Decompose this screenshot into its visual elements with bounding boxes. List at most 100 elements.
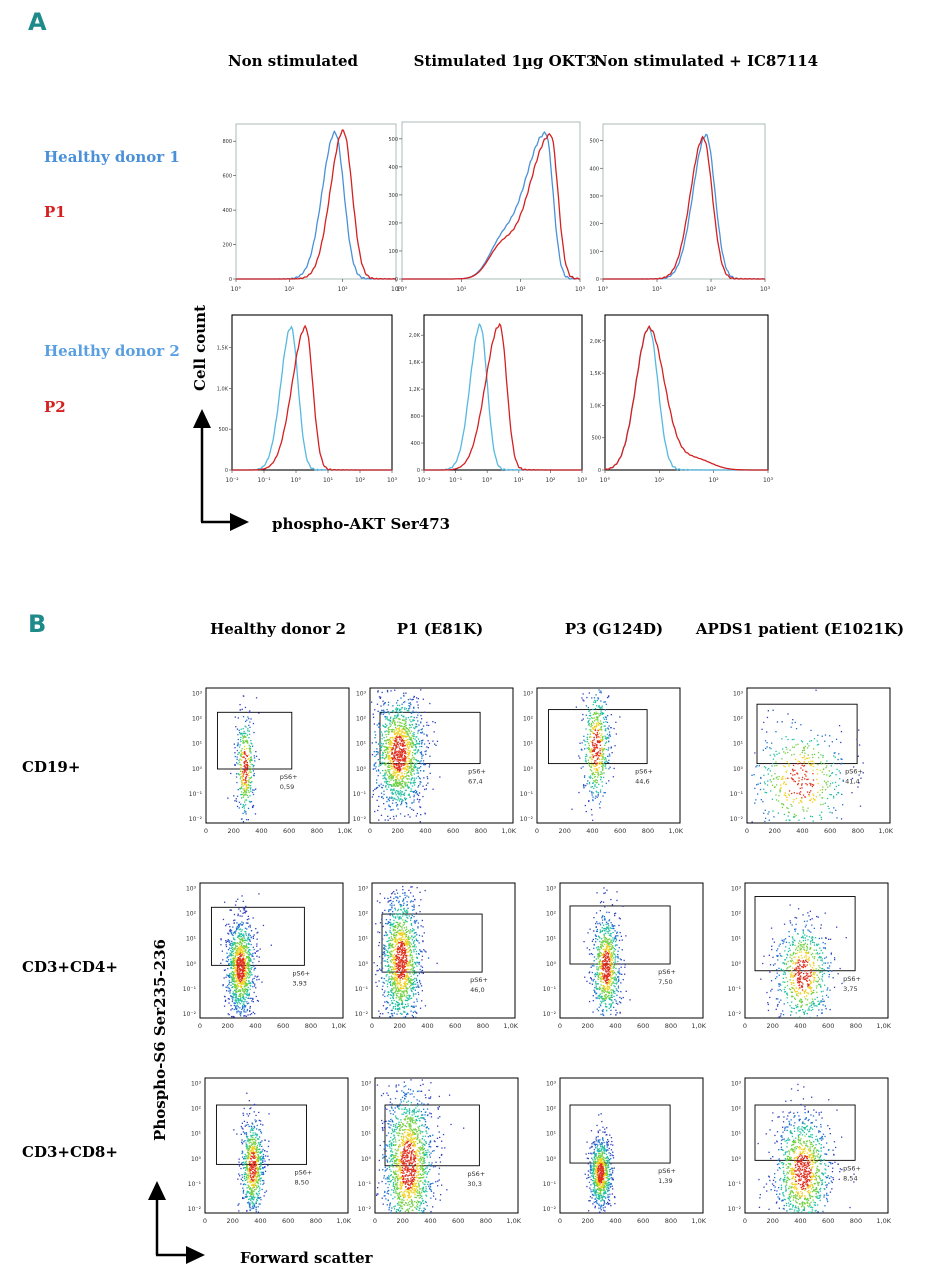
event-dot bbox=[246, 766, 249, 768]
event-dot bbox=[421, 757, 423, 759]
event-dot bbox=[771, 775, 773, 777]
event-dot bbox=[244, 960, 246, 962]
event-dot bbox=[245, 979, 248, 982]
event-dot bbox=[245, 740, 247, 743]
event-dot bbox=[394, 981, 396, 983]
event-dot bbox=[809, 740, 811, 742]
event-dot bbox=[810, 729, 812, 732]
event-dot bbox=[588, 748, 590, 750]
event-dot bbox=[593, 746, 595, 749]
event-dot bbox=[239, 758, 241, 760]
event-dot bbox=[398, 953, 400, 956]
event-dot bbox=[241, 965, 243, 968]
event-dot bbox=[599, 729, 601, 731]
event-dot bbox=[235, 945, 237, 947]
event-dot bbox=[230, 976, 232, 978]
event-dot bbox=[389, 944, 392, 947]
event-dot bbox=[242, 1001, 245, 1003]
event-dot bbox=[233, 966, 236, 968]
event-dot bbox=[809, 815, 812, 817]
event-dot bbox=[396, 951, 398, 953]
event-dot bbox=[372, 790, 374, 792]
event-dot bbox=[243, 964, 245, 966]
event-dot bbox=[238, 924, 241, 926]
event-dot bbox=[388, 775, 390, 777]
event-dot bbox=[400, 930, 402, 932]
event-dot bbox=[400, 733, 402, 735]
event-dot bbox=[245, 775, 248, 778]
event-dot bbox=[420, 728, 422, 731]
event-dot bbox=[232, 934, 234, 937]
event-dot bbox=[594, 765, 596, 767]
y-tick-label: 10¹ bbox=[358, 936, 369, 943]
event-dot bbox=[374, 731, 376, 733]
event-dot bbox=[386, 691, 389, 693]
event-dot bbox=[763, 774, 765, 776]
event-dot bbox=[594, 728, 597, 730]
event-dot bbox=[758, 765, 760, 767]
event-dot bbox=[753, 774, 755, 776]
event-dot bbox=[592, 749, 594, 751]
event-dot bbox=[230, 772, 232, 775]
event-dot bbox=[417, 714, 419, 716]
event-dot bbox=[411, 723, 413, 726]
x-tick-label: 200 bbox=[769, 827, 781, 835]
event-dot bbox=[225, 925, 227, 927]
event-dot bbox=[607, 749, 609, 751]
event-dot bbox=[232, 957, 234, 959]
event-dot bbox=[422, 754, 424, 756]
event-dot bbox=[590, 786, 592, 788]
event-dot bbox=[419, 981, 421, 983]
event-dot bbox=[769, 747, 771, 749]
event-dot bbox=[787, 738, 789, 741]
event-dot bbox=[406, 743, 408, 746]
event-dot bbox=[410, 788, 412, 790]
event-dot bbox=[786, 796, 788, 798]
event-dot bbox=[248, 777, 250, 779]
event-dot bbox=[387, 739, 389, 741]
event-dot bbox=[397, 897, 399, 899]
event-dot bbox=[402, 715, 404, 717]
event-dot bbox=[234, 967, 236, 969]
a-row1-patient-label: P1 bbox=[44, 203, 66, 221]
event-dot bbox=[243, 992, 245, 994]
event-dot bbox=[248, 959, 250, 961]
event-dot bbox=[413, 707, 415, 709]
event-dot bbox=[239, 929, 241, 931]
event-dot bbox=[591, 724, 593, 727]
event-dot bbox=[600, 740, 602, 742]
event-dot bbox=[404, 783, 406, 785]
event-dot bbox=[394, 772, 396, 775]
event-dot bbox=[393, 785, 395, 787]
event-dot bbox=[244, 1000, 246, 1003]
event-dot bbox=[389, 817, 391, 820]
event-dot bbox=[823, 768, 825, 770]
event-dot bbox=[249, 953, 252, 955]
event-dot bbox=[373, 765, 375, 767]
event-dot bbox=[248, 974, 250, 976]
event-dot bbox=[774, 773, 776, 775]
event-dot bbox=[239, 947, 241, 949]
event-dot bbox=[797, 782, 799, 785]
event-dot bbox=[599, 801, 602, 803]
event-dot bbox=[235, 900, 237, 902]
event-dot bbox=[413, 758, 415, 761]
event-dot bbox=[389, 924, 391, 926]
event-dot bbox=[388, 964, 390, 966]
event-dot bbox=[413, 790, 415, 793]
event-dot bbox=[409, 980, 411, 982]
event-dot bbox=[588, 692, 590, 694]
event-dot bbox=[390, 923, 392, 926]
event-dot bbox=[795, 797, 797, 800]
event-dot bbox=[412, 746, 414, 748]
event-dot bbox=[237, 958, 239, 960]
event-dot bbox=[592, 717, 594, 719]
event-dot bbox=[385, 922, 387, 925]
event-dot bbox=[387, 965, 390, 967]
event-dot bbox=[812, 769, 814, 772]
event-dot bbox=[249, 1007, 251, 1009]
b-col-title-3: P3 (G124D) bbox=[565, 620, 663, 638]
event-dot bbox=[395, 815, 397, 817]
event-dot bbox=[243, 1003, 245, 1005]
event-dot bbox=[396, 704, 399, 706]
